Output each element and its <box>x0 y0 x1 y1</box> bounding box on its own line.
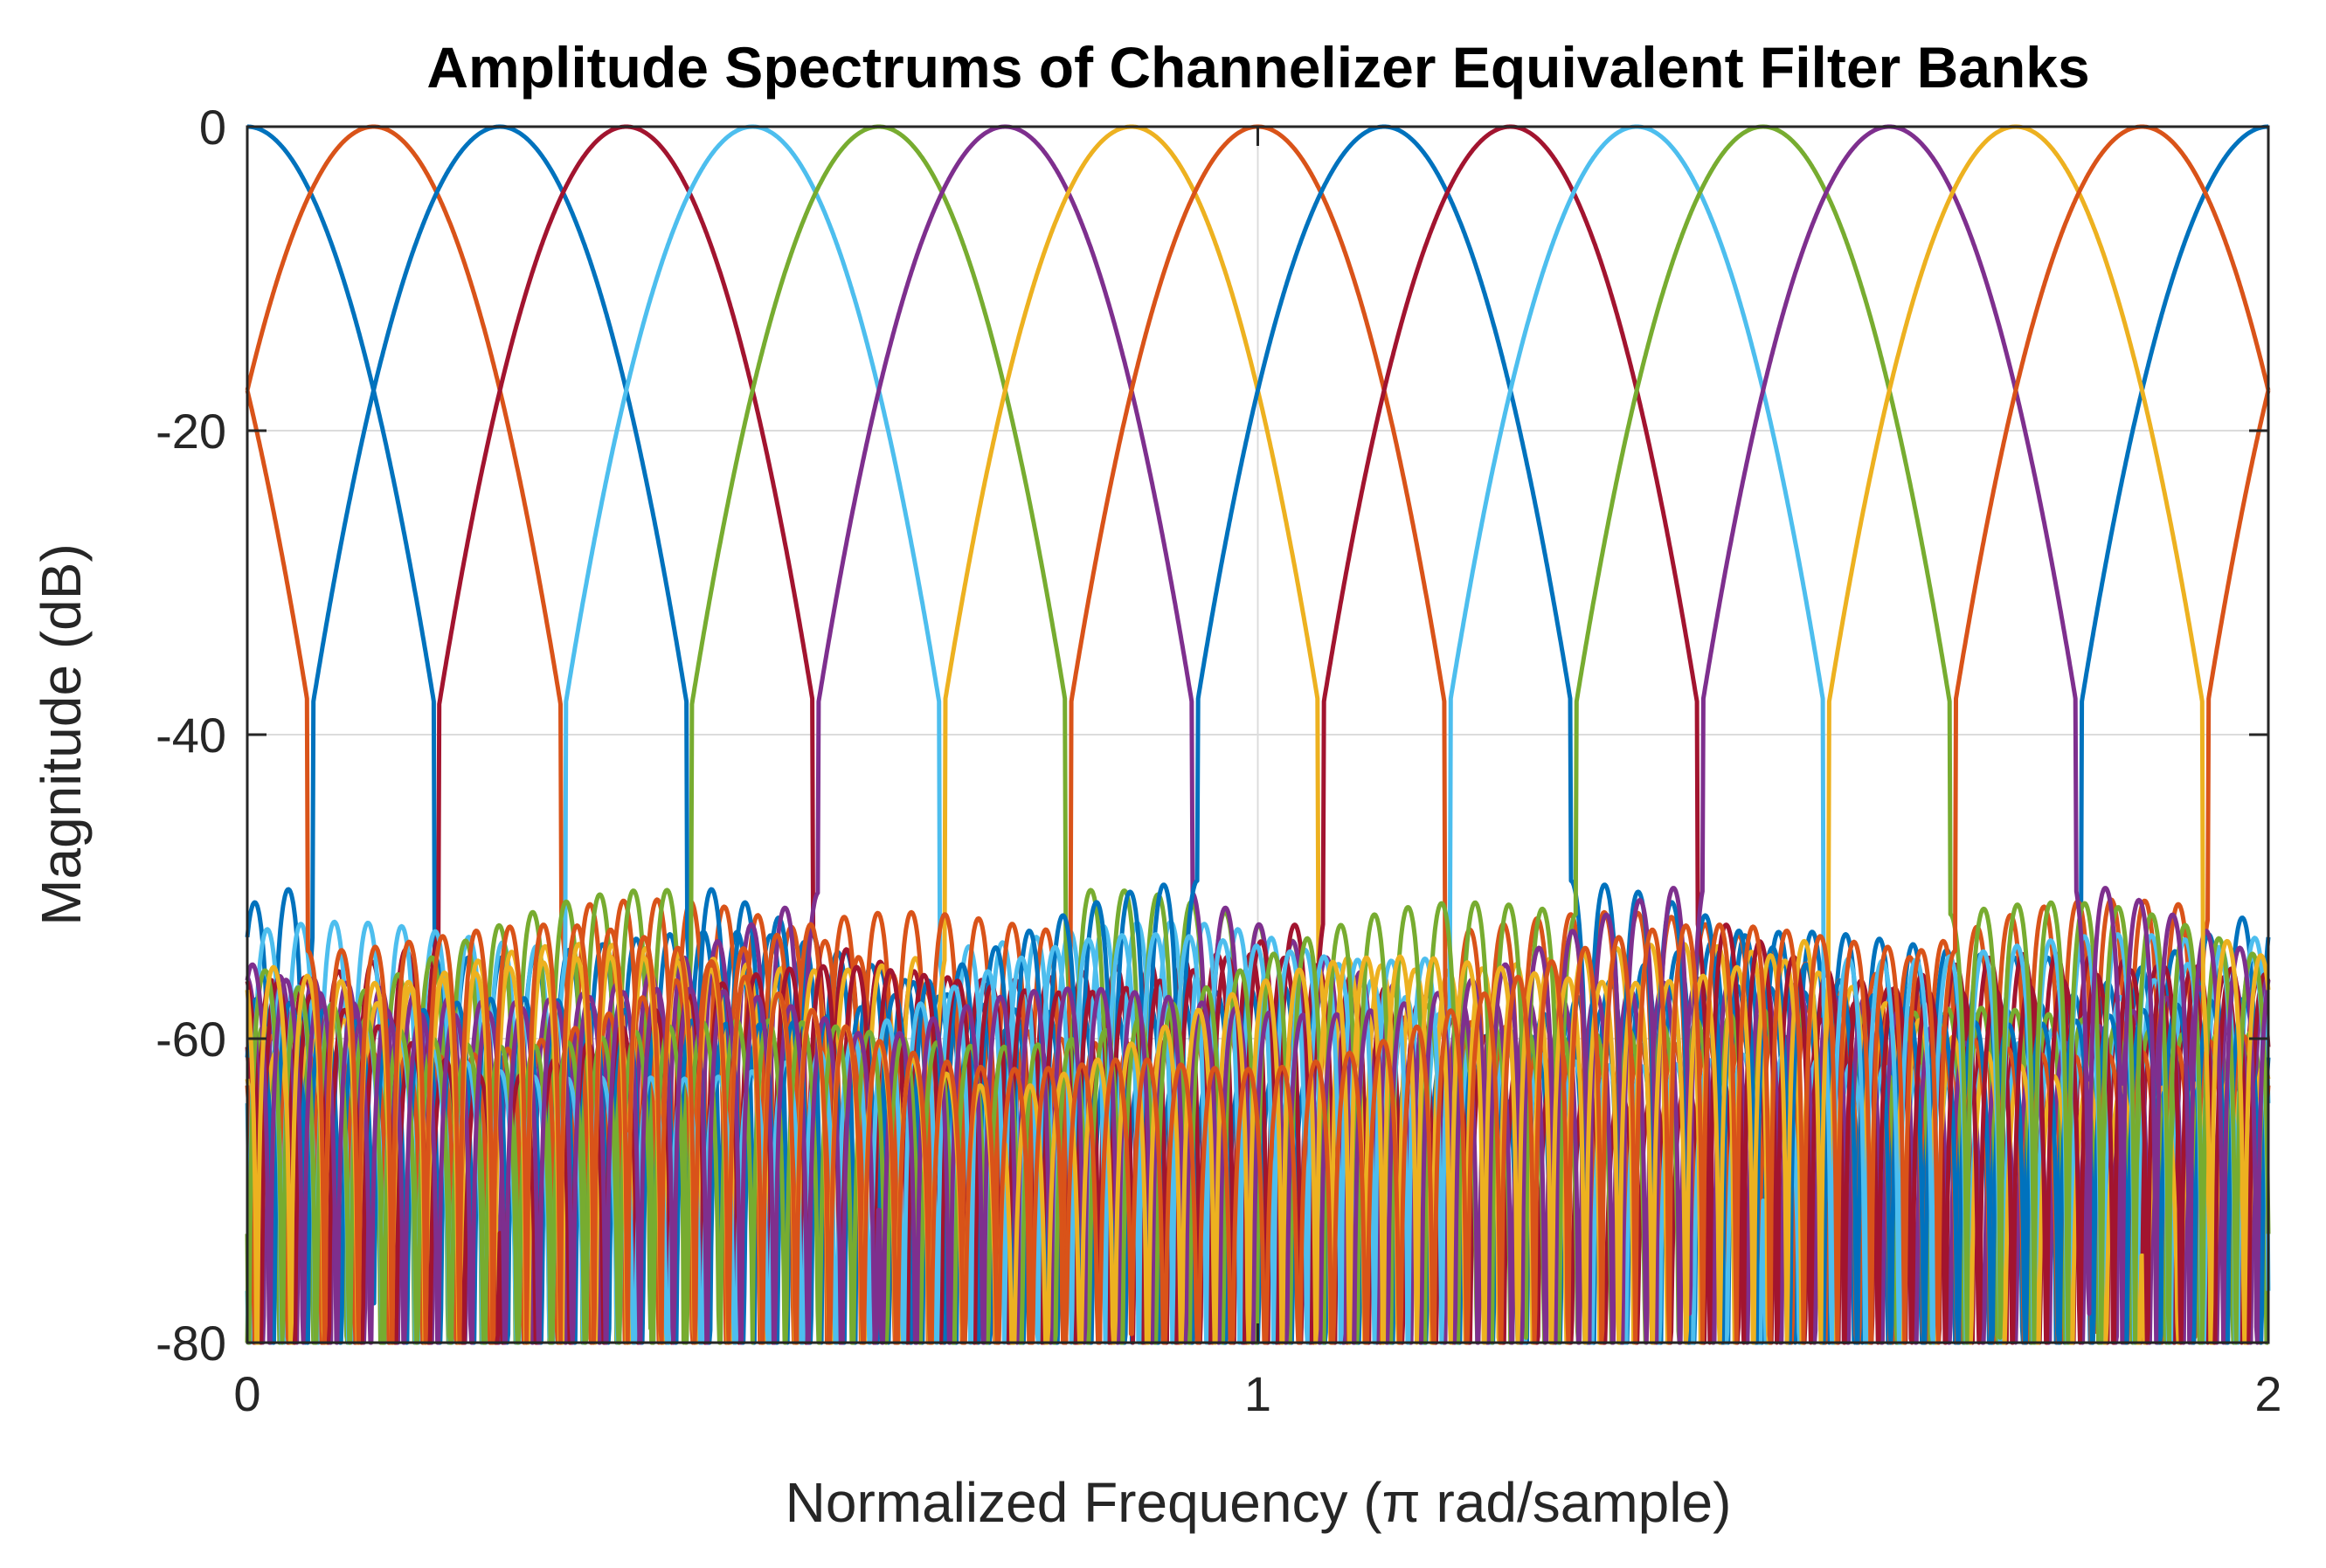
x-tick-label: 1 <box>1244 1366 1271 1421</box>
chart-title: Amplitude Spectrums of Channelizer Equiv… <box>426 35 2089 100</box>
y-tick-label: -20 <box>156 404 226 459</box>
x-tick-label: 2 <box>2254 1366 2281 1421</box>
series-group <box>245 124 2271 1345</box>
x-axis-label: Normalized Frequency (π rad/sample) <box>786 1471 1732 1534</box>
y-tick-label: -40 <box>156 708 226 763</box>
series-line-15 <box>245 124 2271 1345</box>
y-tick-label: -80 <box>156 1316 226 1371</box>
ticks: 0 1 2 0 -20 -40 -60 -80 <box>156 100 2282 1421</box>
series-line-10 <box>245 124 2271 1345</box>
y-axis-label: Magnitude (dB) <box>30 543 93 926</box>
y-tick-label: 0 <box>199 100 226 155</box>
x-tick-label: 0 <box>233 1366 260 1421</box>
series-line-16 <box>245 124 2271 1345</box>
y-tick-label: -60 <box>156 1012 226 1067</box>
series-line-13 <box>245 124 2271 1345</box>
